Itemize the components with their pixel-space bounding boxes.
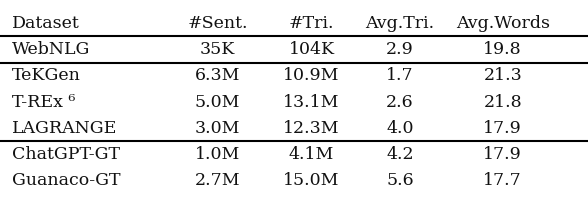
- Text: Guanaco-GT: Guanaco-GT: [12, 172, 121, 189]
- Text: Avg.Tri.: Avg.Tri.: [365, 15, 435, 32]
- Text: 1.7: 1.7: [386, 67, 413, 84]
- Text: WebNLG: WebNLG: [12, 41, 90, 58]
- Text: 2.6: 2.6: [386, 94, 413, 110]
- Text: Dataset: Dataset: [12, 15, 79, 32]
- Text: 2.7M: 2.7M: [195, 172, 240, 189]
- Text: 2.9: 2.9: [386, 41, 414, 58]
- Text: #Tri.: #Tri.: [289, 15, 335, 32]
- Text: 15.0M: 15.0M: [283, 172, 340, 189]
- Text: T-REx ⁶: T-REx ⁶: [12, 94, 75, 110]
- Text: 17.9: 17.9: [483, 146, 522, 163]
- Text: 5.6: 5.6: [386, 172, 413, 189]
- Text: 10.9M: 10.9M: [283, 67, 340, 84]
- Text: 4.0: 4.0: [386, 120, 413, 137]
- Text: TeKGen: TeKGen: [12, 67, 81, 84]
- Text: 5.0M: 5.0M: [195, 94, 240, 110]
- Text: ChatGPT-GT: ChatGPT-GT: [12, 146, 120, 163]
- Text: 17.7: 17.7: [483, 172, 522, 189]
- Text: 3.0M: 3.0M: [195, 120, 240, 137]
- Text: LAGRANGE: LAGRANGE: [12, 120, 117, 137]
- Text: 35K: 35K: [200, 41, 235, 58]
- Text: #Sent.: #Sent.: [188, 15, 248, 32]
- Text: 104K: 104K: [289, 41, 335, 58]
- Text: Avg.Words: Avg.Words: [456, 15, 550, 32]
- Text: 4.2: 4.2: [386, 146, 413, 163]
- Text: 12.3M: 12.3M: [283, 120, 340, 137]
- Text: 21.3: 21.3: [483, 67, 522, 84]
- Text: 13.1M: 13.1M: [283, 94, 340, 110]
- Text: 17.9: 17.9: [483, 120, 522, 137]
- Text: 21.8: 21.8: [483, 94, 522, 110]
- Text: 1.0M: 1.0M: [195, 146, 240, 163]
- Text: 6.3M: 6.3M: [195, 67, 240, 84]
- Text: 4.1M: 4.1M: [289, 146, 335, 163]
- Text: 19.8: 19.8: [483, 41, 522, 58]
